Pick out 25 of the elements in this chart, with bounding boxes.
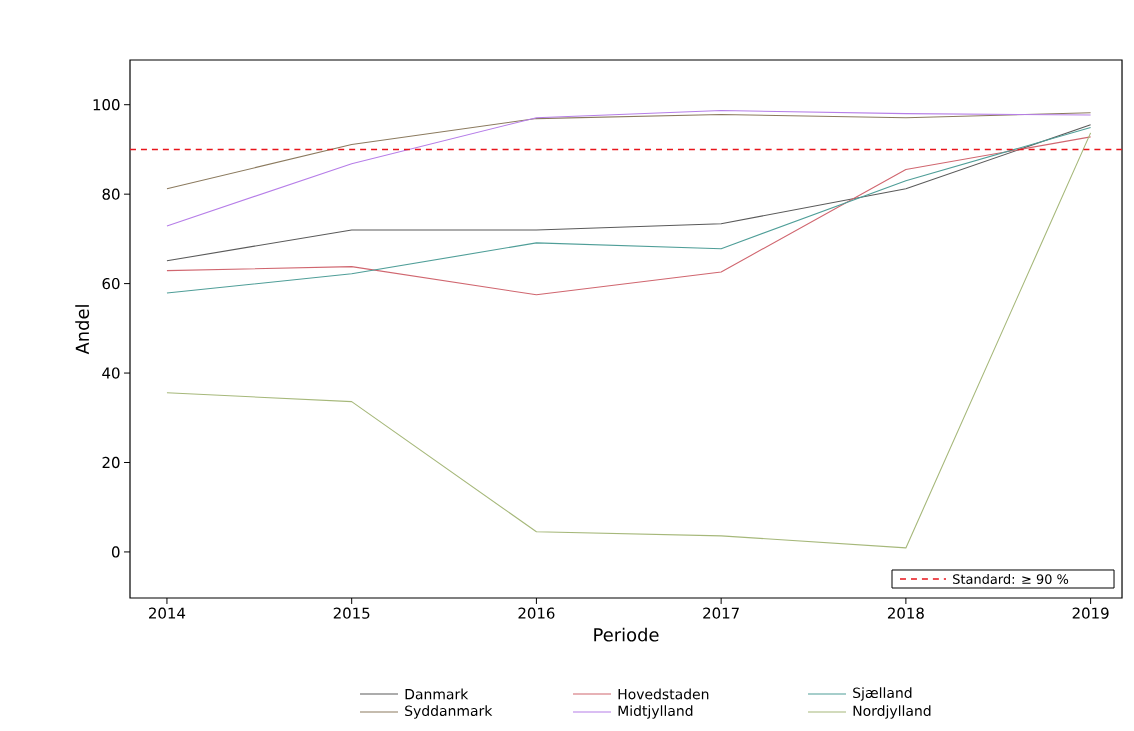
x-tick-label: 2015 [333,607,370,619]
x-axis-title: Periode [594,627,659,642]
y-tick-label: 60 [102,277,120,290]
legend-label: Hovedstaden [618,688,709,700]
y-tick-label: 100 [93,99,120,111]
legend-label: Nordjylland [853,705,931,719]
line-series [166,109,1092,227]
y-tick-label: 0 [111,546,120,558]
x-tick-label: 2018 [887,607,924,619]
x-tick-label: 2019 [1072,607,1109,619]
y-tick-label: 40 [102,367,120,379]
y-axis-title: Andel [75,305,90,355]
line-series [166,112,1092,190]
y-tick-label: 20 [102,456,120,469]
legend-label: Danmark [405,688,469,700]
x-tick-label: 2017 [703,607,739,619]
legend-label: Midtjylland [618,705,693,719]
x-tick-label: 2016 [518,607,555,619]
line-series [166,132,1092,549]
line-series [166,124,1092,262]
legend-label: Standard: ≥ 90 % [953,573,1069,585]
y-tick-label: 80 [102,188,120,200]
legend-label: Syddanmark [405,705,493,719]
x-tick-label: 2014 [149,607,186,619]
legend-label: Sjælland [853,687,912,701]
